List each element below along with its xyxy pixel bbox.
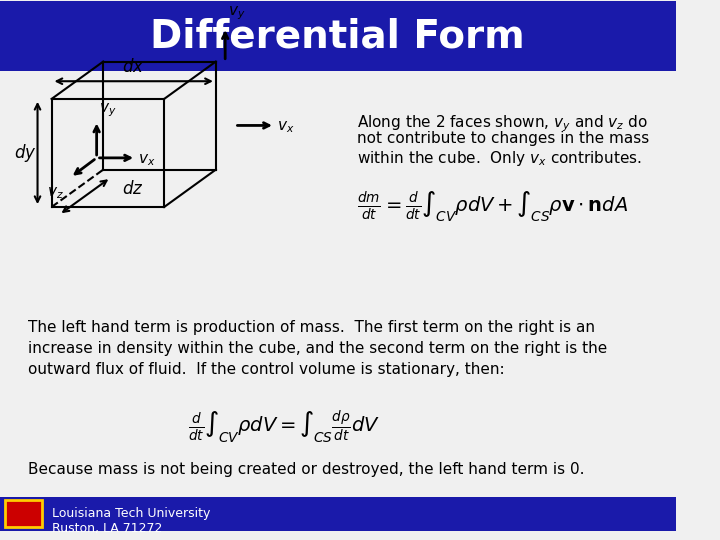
Text: Because mass is not being created or destroyed, the left hand term is 0.: Because mass is not being created or des…: [28, 462, 585, 477]
Text: $\frac{d}{dt}\int_{CV} \rho dV = \int_{CS} \frac{d\rho}{dt} dV$: $\frac{d}{dt}\int_{CV} \rho dV = \int_{C…: [188, 408, 380, 446]
Text: Along the 2 faces shown, $v_y$ and $v_z$ do: Along the 2 faces shown, $v_y$ and $v_z$…: [356, 113, 647, 134]
Text: $v_y$: $v_y$: [228, 5, 246, 22]
Text: Louisiana Tech University
Ruston, LA 71272: Louisiana Tech University Ruston, LA 712…: [52, 507, 210, 535]
Text: $v_z$: $v_z$: [47, 185, 64, 201]
Text: within the cube.  Only $v_x$ contributes.: within the cube. Only $v_x$ contributes.: [356, 149, 642, 168]
FancyBboxPatch shape: [0, 1, 675, 71]
Text: Differential Form: Differential Form: [150, 17, 525, 55]
Text: $v_y$: $v_y$: [99, 101, 117, 119]
Text: $dz$: $dz$: [122, 180, 143, 198]
FancyBboxPatch shape: [0, 497, 675, 531]
Text: $v_x$: $v_x$: [276, 119, 294, 135]
Text: not contribute to changes in the mass: not contribute to changes in the mass: [356, 131, 649, 146]
Text: The left hand term is production of mass.  The first term on the right is an
inc: The left hand term is production of mass…: [28, 320, 608, 377]
Text: $dx$: $dx$: [122, 58, 145, 76]
Text: $dy$: $dy$: [14, 142, 37, 164]
Text: $\frac{dm}{dt} = \frac{d}{dt}\int_{CV} \rho dV + \int_{CS} \rho \mathbf{v} \cdot: $\frac{dm}{dt} = \frac{d}{dt}\int_{CV} \…: [356, 190, 628, 224]
FancyBboxPatch shape: [5, 500, 42, 528]
Text: $v_x$: $v_x$: [138, 152, 156, 168]
